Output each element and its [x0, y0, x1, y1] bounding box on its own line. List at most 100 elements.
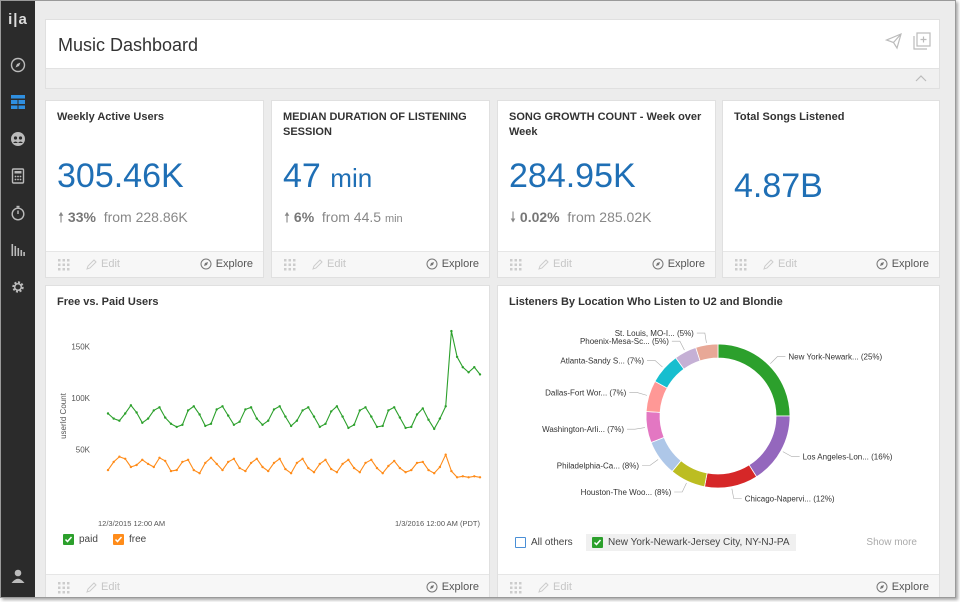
data-point-paid	[404, 426, 407, 430]
series-line-free[interactable]	[107, 453, 481, 478]
legend-item-all-others[interactable]: All others	[515, 537, 573, 548]
donut-slice[interactable]	[645, 411, 665, 444]
calculator-icon[interactable]	[1, 164, 35, 188]
donut-chart[interactable]: New York-Newark... (25%) Los Angeles-Lon.…	[498, 316, 939, 526]
card-footer: Edit Explore	[498, 251, 715, 277]
kpi-change: 🠕 6% from 44.5 min	[284, 209, 403, 225]
data-point-paid	[341, 415, 344, 418]
data-point-free	[318, 462, 321, 466]
user-icon[interactable]	[1, 564, 35, 588]
explore-button[interactable]: Explore	[876, 258, 929, 270]
data-point-free	[106, 468, 110, 472]
explore-button[interactable]: Explore	[200, 258, 253, 270]
data-point-paid	[347, 426, 350, 430]
data-point-paid	[106, 412, 110, 415]
data-point-paid	[364, 406, 367, 409]
drag-handle-icon[interactable]	[735, 259, 747, 271]
slice-leader-line	[770, 356, 786, 364]
compass-icon	[876, 581, 888, 593]
gear-icon[interactable]	[1, 275, 35, 299]
edit-button[interactable]: Edit	[538, 581, 572, 593]
kpi-card-total-songs: Total Songs Listened 4.87B Edit Explore	[722, 100, 940, 278]
donut-slice[interactable]	[717, 343, 791, 417]
add-widget-icon[interactable]	[913, 32, 931, 55]
data-point-paid	[272, 408, 276, 411]
series-line-paid[interactable]	[107, 330, 481, 430]
app-logo[interactable]: i|a	[8, 11, 28, 28]
data-point-free	[473, 475, 476, 478]
kpi-title: Total Songs Listened	[734, 111, 845, 123]
data-point-paid	[267, 419, 270, 422]
users-group-icon[interactable]	[1, 127, 35, 151]
donut-slice[interactable]	[704, 464, 758, 489]
legend-item-free[interactable]: free	[113, 534, 146, 545]
data-point-free	[227, 460, 230, 464]
data-point-paid	[467, 371, 470, 374]
data-point-free	[324, 458, 327, 461]
explore-button[interactable]: Explore	[876, 581, 929, 593]
donut-slice[interactable]	[650, 436, 682, 473]
data-point-paid	[444, 405, 447, 408]
edit-button[interactable]: Edit	[86, 258, 120, 270]
edit-button[interactable]: Edit	[86, 581, 120, 593]
data-point-paid	[261, 423, 264, 426]
data-point-free	[289, 472, 293, 475]
compass-icon	[426, 581, 438, 593]
data-point-free	[135, 463, 138, 467]
legend-item-paid[interactable]: paid	[63, 534, 98, 545]
data-point-paid	[255, 417, 258, 420]
pencil-icon	[763, 258, 774, 270]
slice-leader-line	[627, 427, 645, 430]
drag-handle-icon[interactable]	[510, 582, 522, 594]
data-point-free	[124, 457, 127, 460]
data-point-free	[438, 465, 442, 469]
drag-handle-icon[interactable]	[58, 259, 70, 271]
edit-button[interactable]: Edit	[312, 258, 346, 270]
data-point-free	[232, 457, 236, 460]
data-point-free	[221, 468, 224, 472]
edit-button[interactable]: Edit	[763, 258, 797, 270]
data-point-free	[375, 466, 379, 470]
data-point-paid	[324, 422, 327, 425]
data-point-paid	[215, 408, 218, 411]
slice-label: Atlanta-Sandy S... (7%)	[560, 356, 644, 365]
data-point-free	[398, 466, 402, 470]
line-chart[interactable]: userId Count 50K 100K 150K 12/3/2015 12:00 A…	[46, 316, 489, 561]
explore-button[interactable]: Explore	[426, 581, 479, 593]
drag-handle-icon[interactable]	[510, 259, 522, 271]
drag-handle-icon[interactable]	[284, 259, 296, 271]
data-point-free	[204, 461, 207, 465]
kpi-card-weekly-active-users: Weekly Active Users 305.46K 🠕 33% from 2…	[45, 100, 264, 278]
data-point-free	[255, 457, 258, 460]
card-footer: Edit Explore	[46, 574, 489, 597]
data-point-paid	[433, 427, 436, 431]
page-title: Music Dashboard	[58, 35, 199, 55]
dashboard-grid-icon[interactable]	[1, 90, 35, 114]
donut-slice[interactable]	[748, 415, 791, 478]
kpi-title: Weekly Active Users	[57, 111, 165, 123]
sidebar: i|a	[1, 1, 35, 597]
donut-slice[interactable]	[695, 343, 719, 362]
data-point-free	[381, 472, 384, 475]
pencil-icon	[538, 258, 549, 270]
explore-button[interactable]: Explore	[426, 258, 479, 270]
explore-button[interactable]: Explore	[652, 258, 705, 270]
data-point-free	[192, 468, 195, 472]
data-point-paid	[204, 424, 207, 428]
stopwatch-icon[interactable]	[1, 201, 35, 225]
show-more-link[interactable]: Show more	[866, 537, 917, 548]
legend-item-selected-location[interactable]: New York-Newark-Jersey City, NY-NJ-PA	[586, 534, 796, 551]
drag-handle-icon[interactable]	[58, 582, 70, 594]
data-point-free	[341, 462, 344, 466]
kpi-value: 47 min	[283, 157, 373, 195]
share-send-icon[interactable]	[884, 32, 903, 55]
chevron-up-icon[interactable]	[915, 73, 927, 83]
compass-icon[interactable]	[1, 53, 35, 77]
header-collapse-bar[interactable]	[46, 68, 939, 88]
edit-button[interactable]: Edit	[538, 258, 572, 270]
slice-label: Houston-The Woo... (8%)	[581, 488, 672, 497]
data-point-free	[421, 460, 424, 464]
data-point-free	[364, 461, 367, 465]
bars-chart-icon[interactable]	[1, 238, 35, 262]
